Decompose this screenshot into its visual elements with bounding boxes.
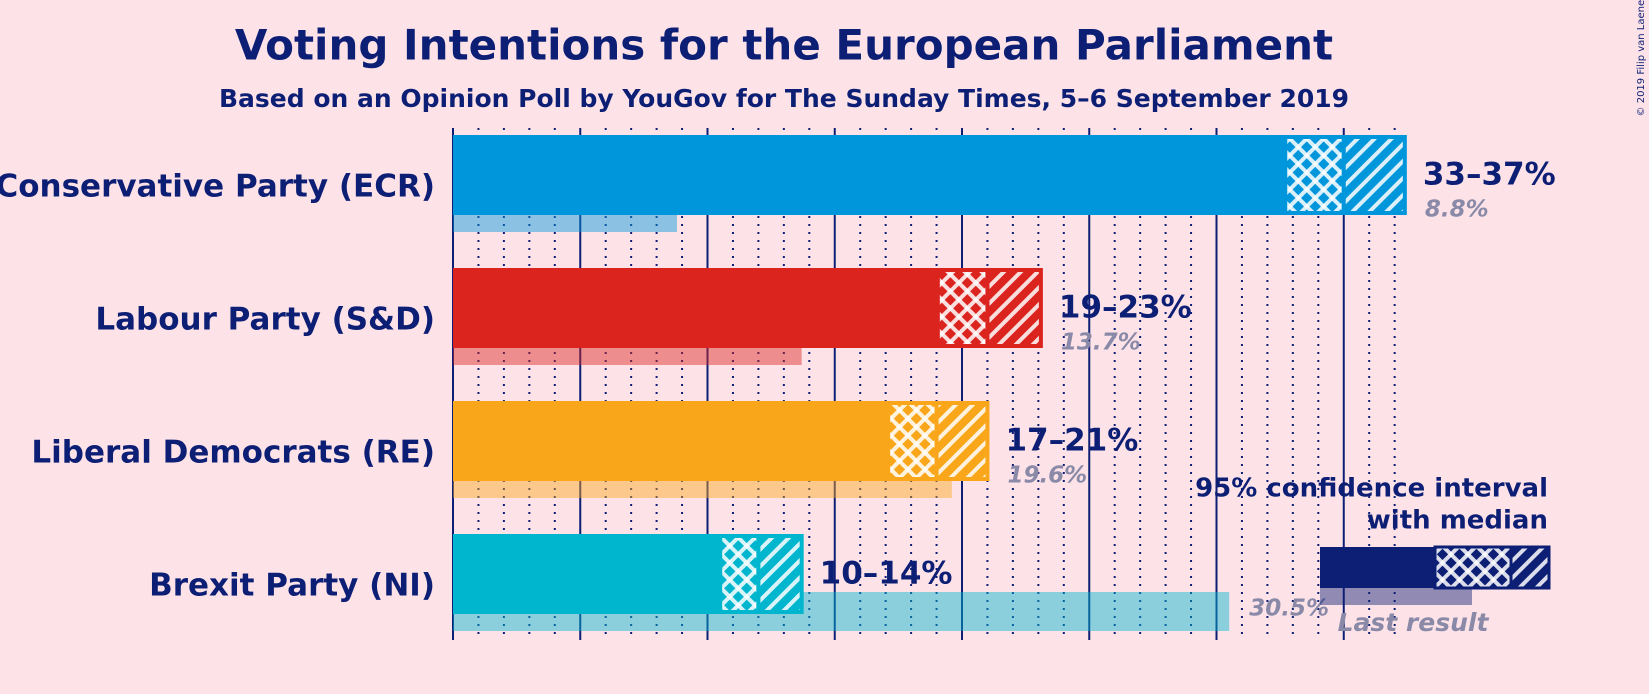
category-label: Labour Party (S&D)	[95, 302, 435, 338]
last-result-label: 30.5%	[1249, 596, 1329, 622]
last-result-label: 8.8%	[1425, 197, 1489, 223]
legend-cross	[1433, 545, 1513, 590]
legend-title: 95% confidence interval	[1195, 474, 1548, 504]
upper-interval	[934, 401, 990, 481]
median-interval	[935, 268, 990, 348]
category-label: Liberal Democrats (RE)	[31, 435, 435, 471]
upper-interval	[756, 534, 804, 614]
upper-interval	[1341, 135, 1407, 215]
bar	[453, 268, 938, 348]
category-label: Conservative Party (ECR)	[0, 169, 435, 205]
median-interval	[1283, 135, 1346, 215]
upper-interval	[985, 268, 1043, 348]
last-result-label: 13.7%	[1061, 330, 1141, 356]
chart-subtitle: Based on an Opinion Poll by YouGov for T…	[219, 84, 1349, 113]
interval-label: 10–14%	[820, 556, 953, 592]
credit: © 2019 Filip van Laenen	[1636, 0, 1647, 116]
median-interval	[718, 534, 761, 614]
category-label: Brexit Party (NI)	[149, 568, 435, 604]
bar	[453, 135, 1286, 215]
legend-solid	[1320, 547, 1435, 588]
bar	[453, 401, 889, 481]
legend-hatch	[1509, 545, 1551, 590]
chart-title: Voting Intentions for the European Parli…	[235, 21, 1333, 70]
legend-subtitle: with median	[1367, 506, 1548, 536]
interval-label: 33–37%	[1423, 157, 1556, 193]
legend-last-result: Last result	[1338, 608, 1490, 637]
median-interval	[886, 401, 939, 481]
last-result-label: 19.6%	[1007, 463, 1087, 489]
interval-label: 19–23%	[1059, 290, 1192, 326]
interval-label: 17–21%	[1005, 423, 1138, 459]
bar	[453, 534, 721, 614]
